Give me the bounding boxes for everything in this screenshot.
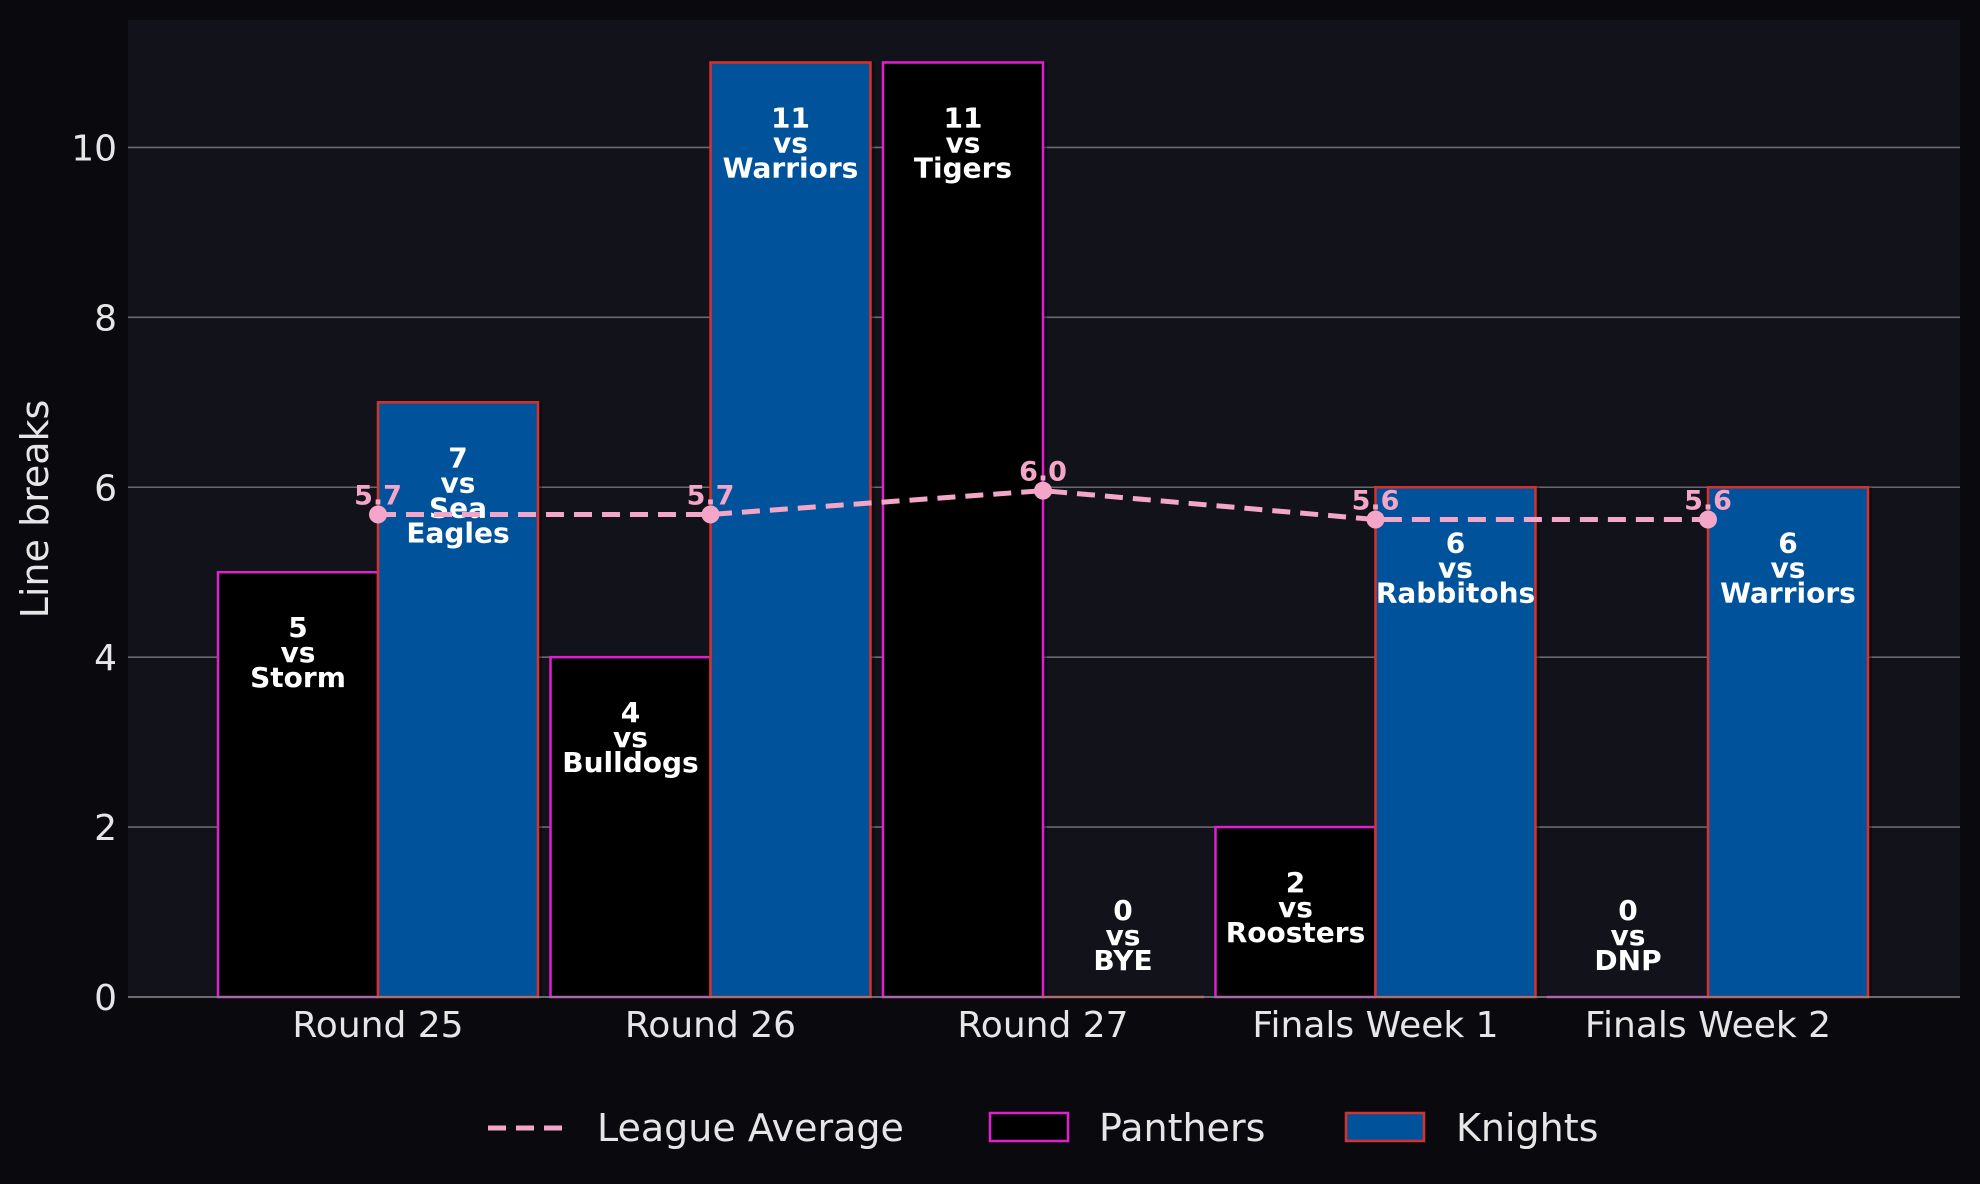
league-average-value-label: 5.6	[1352, 486, 1400, 517]
league-average-value-label: 5.6	[1684, 486, 1732, 517]
legend-swatch-knights	[1344, 1111, 1426, 1143]
bar-value-label: Rabbitohs	[1376, 576, 1535, 609]
bar-value-label: Warriors	[1720, 576, 1856, 609]
y-axis-title: Line breaks	[13, 400, 57, 619]
bar-knights	[376, 401, 540, 999]
y-tick-label: 4	[94, 638, 117, 679]
bar-panthers	[1214, 825, 1377, 999]
league-average-point	[369, 505, 387, 524]
bar-value-label: Storm	[250, 661, 346, 694]
x-tick-label: Round 27	[957, 1005, 1128, 1046]
bar-labels: 5vsStorm4vsBulldogs11vsTigers2vsRoosters…	[250, 101, 1856, 977]
bar-value-label: Roosters	[1226, 916, 1366, 949]
bar-value-label: Tigers	[914, 151, 1012, 184]
bar-value-label: 11	[771, 101, 810, 134]
bar-value-label: vs	[1106, 919, 1141, 952]
league-average-value-label: 5.7	[354, 480, 402, 511]
axes: 0 2 4 6 8 10 Round 25 Round 26 Round 27 Finals We…	[71, 128, 1960, 1046]
bar-value-label: Bulldogs	[562, 746, 698, 779]
y-tick-label: 10	[71, 128, 117, 169]
bar-value-label: 0	[1113, 894, 1132, 927]
league-average-point	[701, 505, 720, 524]
bar-value-label: vs	[1771, 551, 1806, 584]
bar-value-label: DNP	[1594, 944, 1661, 977]
league-average-point	[1034, 481, 1052, 500]
bar-value-label: Eagles	[406, 516, 509, 549]
bar-knights	[1706, 486, 1870, 999]
bars	[216, 61, 1872, 999]
league-average-line: 5.7 5.7 6.0 5.6 5.6	[354, 457, 1732, 529]
bar-value-label: vs	[1438, 551, 1473, 584]
bar-value-label: vs	[946, 126, 981, 159]
y-tick-label: 2	[94, 808, 117, 849]
bar-knights	[709, 61, 872, 999]
bar-value-label: 0	[1618, 894, 1637, 927]
legend-label: Panthers	[1099, 1106, 1265, 1150]
x-tick-label: Finals Week 1	[1252, 1005, 1498, 1046]
y-tick-label: 0	[94, 978, 117, 1019]
bar-value-label: 4	[621, 696, 640, 729]
bar-value-label: vs	[281, 636, 316, 669]
bar-panthers	[881, 61, 1045, 999]
x-tick-label: Round 26	[625, 1005, 796, 1046]
y-tick-label: 8	[94, 298, 117, 339]
bar-value-label: vs	[1611, 919, 1646, 952]
bar-value-label: 7	[448, 441, 467, 474]
bar-knights	[1374, 486, 1537, 999]
legend: League Average Panthers Knights	[488, 1106, 1598, 1150]
bar-value-label: 5	[288, 611, 307, 644]
x-tick-label: Round 25	[292, 1005, 463, 1046]
bar-value-label: Warriors	[723, 151, 859, 184]
league-average-point	[1366, 510, 1385, 529]
bar-panthers	[549, 655, 712, 999]
league-average-value-label: 6.0	[1019, 457, 1067, 488]
bar-value-label: vs	[1278, 891, 1313, 924]
legend-label: League Average	[597, 1106, 904, 1150]
bar-value-label: Sea	[429, 491, 487, 524]
legend-label: Knights	[1456, 1106, 1598, 1150]
bar-value-label: 6	[1446, 526, 1465, 559]
y-tick-label: 6	[94, 468, 117, 509]
bar-value-label: 11	[944, 101, 983, 134]
league-average-value-label: 5.7	[687, 480, 735, 511]
bar-value-label: BYE	[1093, 944, 1152, 977]
bar-value-label: vs	[441, 466, 476, 499]
x-tick-label: Finals Week 2	[1585, 1005, 1831, 1046]
legend-swatch-panthers	[988, 1111, 1070, 1143]
bar-value-label: vs	[613, 721, 648, 754]
bar-value-label: 6	[1778, 526, 1797, 559]
league-average-point	[1699, 510, 1717, 529]
bar-value-label: vs	[773, 126, 808, 159]
bar-value-label: 2	[1286, 866, 1305, 899]
